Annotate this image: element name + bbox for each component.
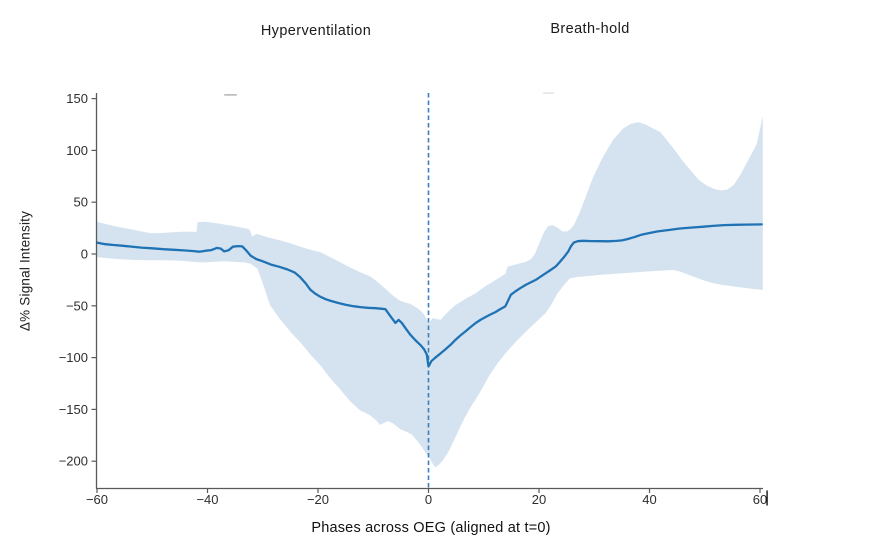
smudge-artifact xyxy=(224,94,237,96)
x-tick-label: −60 xyxy=(86,492,108,507)
y-tick-label: 100 xyxy=(66,143,88,158)
x-tick-label: −40 xyxy=(196,492,218,507)
confidence-band xyxy=(97,116,763,468)
y-tick-label: −200 xyxy=(59,454,88,469)
annotation-hyperventilation: Hyperventilation xyxy=(260,23,372,39)
y-tick-label: 50 xyxy=(74,195,88,210)
x-tick-label: −20 xyxy=(307,492,329,507)
text-cursor-artifact: | xyxy=(765,489,770,506)
x-tick-label: 20 xyxy=(532,492,546,507)
annotation-breath-hold: Breath-hold xyxy=(550,21,630,37)
y-tick-label: −100 xyxy=(59,350,88,365)
y-tick-label: −150 xyxy=(59,402,88,417)
y-tick-label: −50 xyxy=(66,298,88,313)
mean-line xyxy=(95,223,763,368)
x-axis-title: Phases across OEG (aligned at t=0) xyxy=(311,520,551,536)
x-tick-label: 0 xyxy=(425,492,432,507)
y-tick-label: 150 xyxy=(66,91,88,106)
x-tick-label: 60 xyxy=(753,492,767,507)
smudge-artifact xyxy=(543,92,554,94)
x-tick-label: 40 xyxy=(642,492,656,507)
y-tick-label: 0 xyxy=(81,247,88,262)
